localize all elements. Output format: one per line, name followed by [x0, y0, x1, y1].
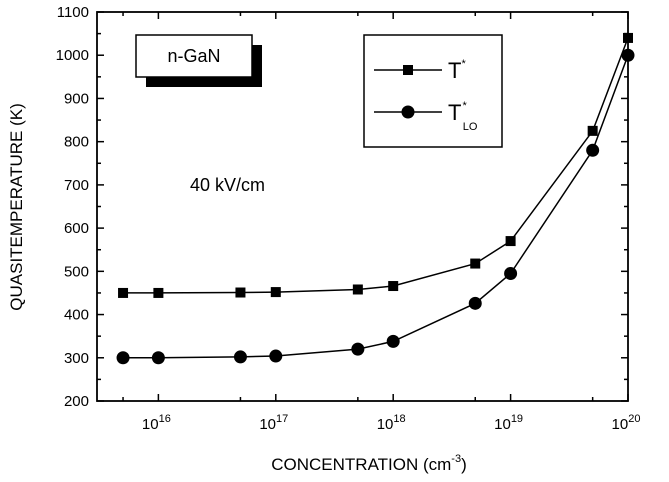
data-point-square — [118, 287, 129, 298]
data-point-square — [623, 32, 633, 43]
data-point-square — [153, 287, 164, 298]
legend-entry-circle: T* LO — [374, 100, 478, 133]
axis-ticks — [97, 11, 629, 402]
legend-label-square: T* — [448, 58, 466, 83]
data-point-circle — [504, 266, 518, 280]
data-point-circle — [116, 351, 130, 365]
y-tick-labels: 200 300 400 500 600 700 800 900 1000 1100 — [56, 4, 89, 410]
sample-label-frame — [135, 34, 253, 78]
data-point-square — [352, 284, 363, 295]
data-point-square — [388, 281, 399, 292]
y-tick-label: 500 — [64, 263, 89, 280]
y-tick-label: 700 — [64, 177, 89, 194]
legend-marker-circle — [401, 105, 415, 119]
series-line — [123, 37, 629, 294]
y-tick-label: 1100 — [57, 4, 89, 21]
y-tick-label: 1000 — [56, 47, 89, 64]
data-point-circle — [468, 296, 482, 310]
x-tick-label: 1017 — [259, 413, 288, 433]
x-tick-label: 1019 — [494, 413, 523, 433]
legend: T* T* LO — [363, 34, 503, 148]
x-tick-label: 1018 — [377, 413, 406, 433]
y-axis-title: QUASITEMPERATURE (K) — [7, 103, 26, 310]
series-line — [123, 54, 629, 359]
x-axis-title: CONCENTRATION (cm-3) — [271, 453, 467, 474]
data-point-square — [505, 236, 516, 247]
legend-label-circle: T* LO — [448, 100, 478, 133]
data-point-square — [587, 125, 598, 136]
data-point-circle — [151, 351, 165, 365]
sample-label-box: n-GaN — [135, 34, 262, 87]
data-point-square — [270, 287, 281, 298]
y-tick-label: 900 — [64, 90, 89, 107]
x-tick-label: 1016 — [142, 413, 171, 433]
sample-label: n-GaN — [167, 46, 220, 66]
data-point-circle — [586, 143, 600, 157]
x-tick-label: 1020 — [612, 413, 641, 433]
legend-frame — [363, 34, 503, 148]
legend-marker-square — [403, 65, 413, 75]
field-label: 40 kV/cm — [190, 175, 265, 195]
y-tick-label: 600 — [64, 220, 89, 237]
data-point-circle — [269, 349, 283, 363]
legend-entry-square: T* — [374, 58, 466, 83]
data-point-circle — [351, 342, 365, 356]
data-point-square — [470, 258, 481, 269]
series-circle — [116, 48, 635, 365]
y-tick-label: 400 — [64, 307, 89, 324]
y-tick-label: 300 — [64, 350, 89, 367]
data-point-circle — [621, 48, 635, 62]
y-tick-label: 200 — [64, 393, 89, 410]
data-point-circle — [233, 350, 247, 364]
y-tick-label: 800 — [64, 134, 89, 151]
data-point-circle — [386, 334, 400, 348]
series-layer — [116, 32, 635, 365]
series-square — [118, 32, 633, 298]
x-tick-labels: 1016 1017 1018 1019 1020 — [142, 413, 641, 433]
data-point-square — [235, 287, 246, 298]
